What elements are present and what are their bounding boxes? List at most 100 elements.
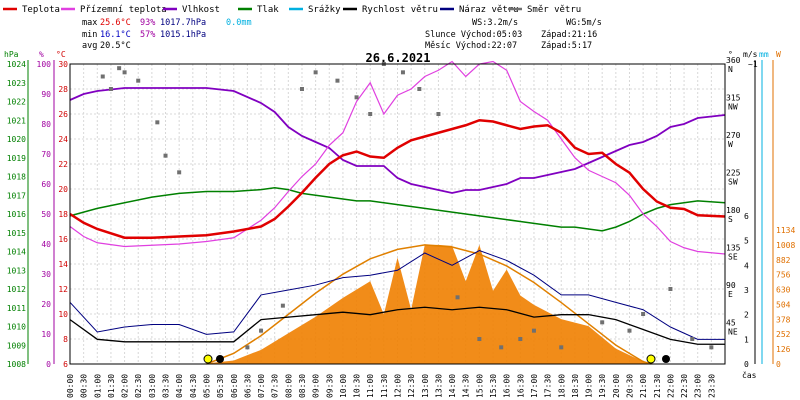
- wind-dir-point: [400, 70, 405, 75]
- humidity-tick-label: 70: [41, 150, 51, 159]
- wind-dir-point: [641, 312, 646, 316]
- humidity-tick-label: 30: [41, 270, 51, 279]
- x-tick-label: 08:30: [298, 374, 307, 398]
- pressure-tick-label: 1024: [7, 60, 26, 69]
- wind-dir-point: [163, 153, 168, 158]
- wind-speed-tick-label: 3: [744, 286, 749, 295]
- temperature-tick-label: 12: [58, 285, 68, 294]
- x-tick-label: 11:00: [366, 374, 375, 398]
- x-tick-label: 16:00: [503, 374, 512, 398]
- wind-dir-tick-label: NW: [728, 103, 738, 112]
- humidity-tick-label: 40: [41, 240, 51, 249]
- pressure-tick-label: 1015: [7, 229, 26, 238]
- x-tick-label: 04:30: [189, 374, 198, 398]
- pressure-line: [69, 186, 726, 232]
- axes: 1008100910101011101210131014101510161017…: [4, 50, 795, 369]
- wind-dir-tick-degree: 45: [726, 319, 736, 328]
- wind-dir-point: [627, 328, 632, 333]
- stats-box: max 25.6°C 93% 1017.7hPa 0.0mm min 16.1°…: [82, 18, 252, 51]
- stats-max-label: max: [82, 18, 97, 28]
- x-tick-label: 22:00: [666, 374, 675, 398]
- x-tick-label: 12:30: [407, 374, 416, 398]
- wind-dir-tick-label: NE: [728, 328, 738, 337]
- wind-dir-tick-label: W: [728, 140, 733, 149]
- wind-dir-point: [108, 87, 113, 91]
- wind-dir-tick-label: E: [728, 290, 733, 299]
- pressure-tick-label: 1010: [7, 323, 26, 332]
- x-tick-label: 17:30: [544, 374, 553, 398]
- wind-dir-unit-label: °: [728, 50, 733, 59]
- temperature-tick-label: 10: [58, 310, 68, 319]
- x-tick-label: 04:00: [175, 374, 184, 398]
- pressure-tick-label: 1019: [7, 154, 26, 163]
- moonset-icon: [216, 355, 224, 363]
- x-tick-label: 21:30: [653, 374, 662, 398]
- x-tick-label: 03:00: [148, 374, 157, 398]
- plot-frame: [69, 63, 726, 365]
- wind-dir-point: [559, 345, 564, 350]
- wind-dir-point: [368, 112, 373, 116]
- stats-min-hum: 57%: [140, 30, 155, 40]
- pressure-unit-label: hPa: [4, 50, 19, 59]
- wind-speed-tick-label: 4: [744, 261, 749, 270]
- stats-min-press: 1015.1hPa: [160, 30, 206, 40]
- info-wg: WG:5m/s: [566, 18, 602, 28]
- x-tick-label: 10:30: [353, 374, 362, 398]
- temperature-tick-label: 16: [58, 235, 68, 244]
- info-sun-set: Západ:21:16: [541, 30, 597, 40]
- x-tick-label: 09:30: [325, 374, 334, 398]
- humidity-tick-label: 20: [41, 300, 51, 309]
- x-tick-label: 20:30: [625, 374, 634, 398]
- wind-speed-tick-label: 2: [744, 311, 749, 320]
- wind-dir-point: [600, 320, 605, 325]
- sunset-icon: [646, 354, 656, 364]
- temperature-tick-label: 28: [58, 85, 68, 94]
- wind-dir-point: [417, 87, 422, 91]
- pressure-tick-label: 1016: [7, 210, 26, 219]
- wind-dir-point: [499, 345, 504, 350]
- x-tick-label: 00:00: [66, 374, 75, 398]
- x-tick-label: 23:00: [694, 374, 703, 398]
- pressure-tick-label: 1014: [7, 248, 26, 257]
- x-tick-label: 23:30: [707, 374, 716, 398]
- wind-speed-tick-label: 6: [744, 212, 749, 221]
- x-tick-label: 03:30: [162, 374, 171, 398]
- x-tick-label: 18:00: [557, 374, 566, 398]
- wind-speed-tick-label: 5: [744, 237, 749, 246]
- legend-label: Směr větru: [527, 5, 581, 15]
- pressure-tick-label: 1018: [7, 173, 26, 182]
- moonrise-icon: [662, 355, 670, 363]
- info-ws: WS:3.2m/s: [472, 18, 518, 28]
- legend-label: Srážky: [308, 5, 341, 15]
- solar-unit-label: W: [776, 50, 781, 59]
- x-tick-label: 19:30: [598, 374, 607, 398]
- solar-tick-label: 630: [776, 286, 791, 295]
- wind-dir-point: [354, 95, 359, 100]
- solar-tick-label: 1134: [776, 226, 795, 235]
- wind-dir-point: [531, 328, 536, 333]
- astro-markers: [203, 354, 670, 364]
- solar-tick-label: 0: [776, 360, 781, 369]
- temperature-tick-label: 22: [58, 160, 68, 169]
- legend-label: Vlhkost: [182, 5, 220, 15]
- solar-tick-label: 1008: [776, 241, 795, 250]
- x-tick-label: 21:00: [639, 374, 648, 398]
- wind-dir-point: [177, 170, 182, 175]
- wind-dir-tick-label: S: [728, 215, 733, 224]
- wind-dir-point: [100, 74, 105, 79]
- humidity-tick-label: 60: [41, 180, 51, 189]
- wind-dir-point: [136, 78, 141, 83]
- pressure-tick-label: 1020: [7, 135, 26, 144]
- wind-dir-point: [313, 70, 318, 75]
- solar-tick-label: 756: [776, 271, 791, 280]
- info-moon: Měsíc Východ:22:07: [425, 41, 517, 51]
- x-tick-label: 12:00: [394, 374, 403, 398]
- temperature-tick-label: 20: [58, 185, 68, 194]
- legend-label: Náraz větru: [459, 5, 519, 15]
- x-tick-label: 15:30: [489, 374, 498, 398]
- wind-dir-point: [690, 337, 695, 341]
- data-lines: [69, 60, 726, 365]
- ground-temperature-line: [69, 60, 726, 255]
- solar-tick-label: 252: [776, 330, 791, 339]
